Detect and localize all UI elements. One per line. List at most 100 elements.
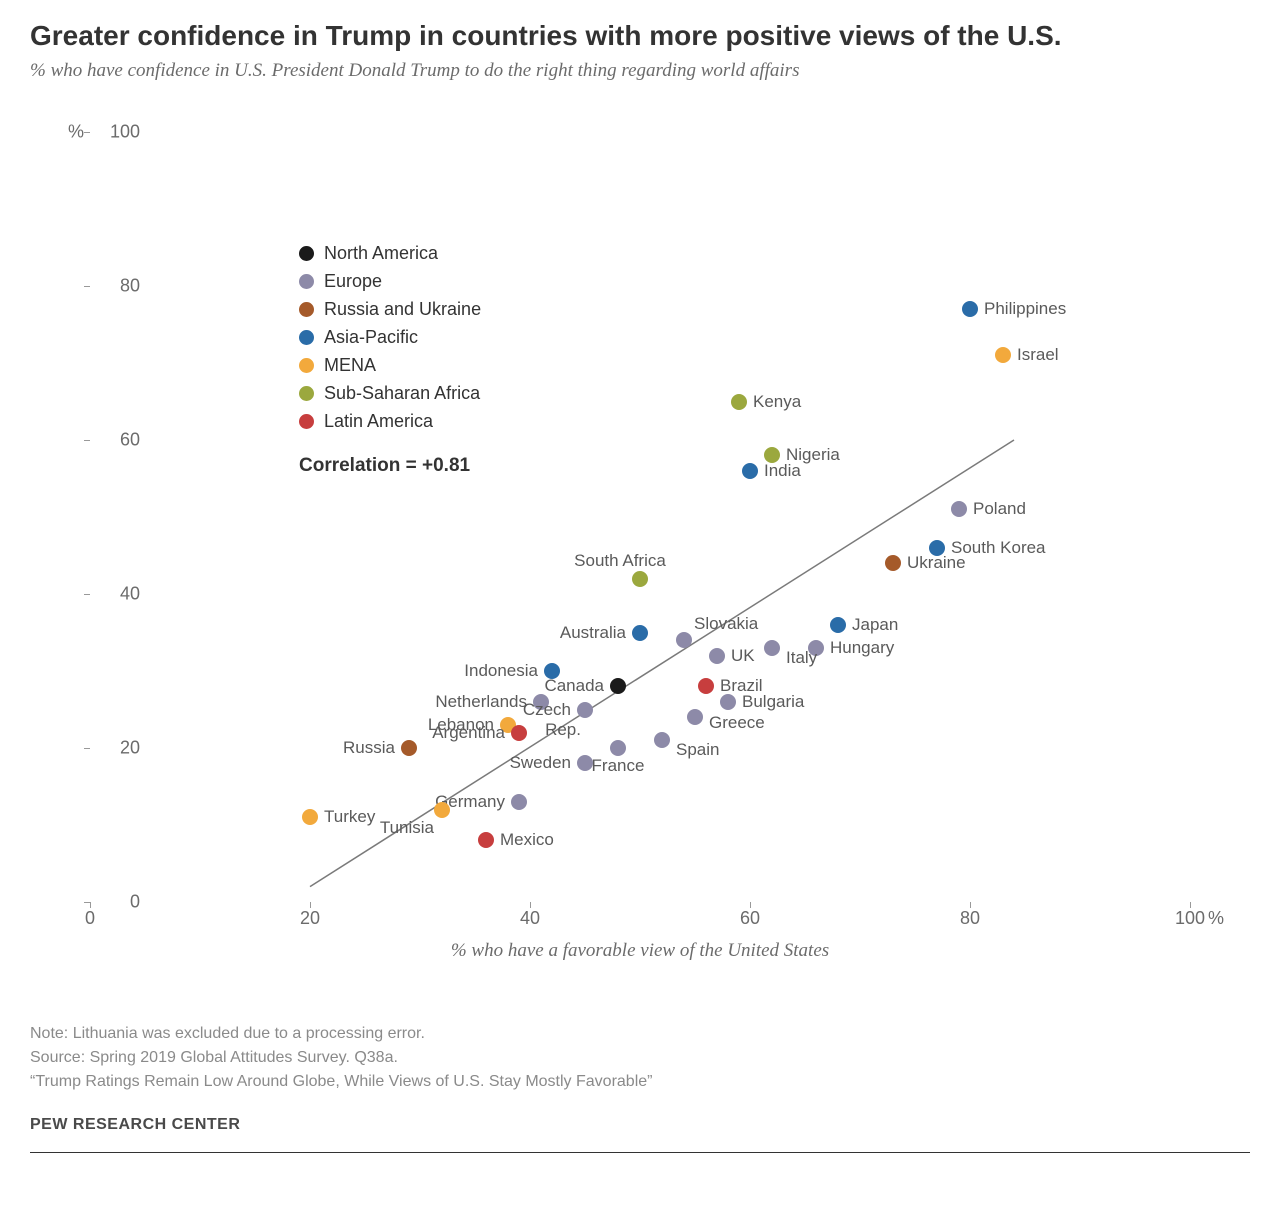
data-point [478, 832, 494, 848]
data-point-label: Poland [973, 499, 1026, 519]
x-tick-label: 100 [1175, 908, 1205, 929]
data-point [995, 347, 1011, 363]
data-point-label: Slovakia [694, 614, 758, 634]
data-point [698, 678, 714, 694]
x-axis-title: % who have a favorable view of the Unite… [90, 940, 1190, 962]
y-tick-label: 0 [130, 892, 140, 913]
data-point [610, 740, 626, 756]
x-tick-label: 20 [300, 908, 320, 929]
data-point [511, 725, 527, 741]
data-point [676, 632, 692, 648]
legend-swatch [299, 358, 314, 373]
x-tick-label: 80 [960, 908, 980, 929]
data-point [511, 794, 527, 810]
legend-swatch [299, 414, 314, 429]
y-tick-label: 60 [120, 430, 140, 451]
data-point [731, 394, 747, 410]
data-point-label: France [592, 756, 645, 776]
data-point [302, 809, 318, 825]
x-tick-label: 60 [740, 908, 760, 929]
data-point-label: Israel [1017, 345, 1059, 365]
attribution: PEW RESEARCH CENTER [30, 1116, 1250, 1153]
correlation-label: Correlation = +0.81 [299, 455, 470, 477]
data-point [687, 709, 703, 725]
legend-item: Latin America [299, 408, 481, 436]
legend-swatch [299, 302, 314, 317]
data-point-label: Indonesia [464, 661, 538, 681]
plot-inner: North America Europe Russia and Ukraine Asi… [90, 132, 1190, 902]
legend-swatch [299, 330, 314, 345]
data-point-label: Rep. [545, 720, 581, 740]
data-point [632, 625, 648, 641]
data-point-label: UK [731, 646, 755, 666]
chart-footer: Note: Lithuania was excluded due to a pr… [30, 1022, 1250, 1094]
legend-item: North America [299, 240, 481, 268]
data-point-label: Sweden [510, 753, 571, 773]
data-point-label: Hungary [830, 638, 894, 658]
data-point [720, 694, 736, 710]
data-point [951, 501, 967, 517]
chart-container: Greater confidence in Trump in countries… [30, 20, 1250, 1153]
data-point [654, 732, 670, 748]
y-tick-label: 20 [120, 738, 140, 759]
data-point-label: Canada [544, 676, 604, 696]
data-point [434, 802, 450, 818]
data-point-label: Japan [852, 615, 898, 635]
data-point [742, 463, 758, 479]
data-point-label: Bulgaria [742, 692, 804, 712]
data-point [709, 648, 725, 664]
data-point-label: Turkey [324, 807, 375, 827]
legend-item: Russia and Ukraine [299, 296, 481, 324]
data-point [401, 740, 417, 756]
data-point [632, 571, 648, 587]
legend-swatch [299, 386, 314, 401]
y-tick-label: 100 [110, 122, 140, 143]
data-point-label: Philippines [984, 299, 1066, 319]
legend-label: Russia and Ukraine [324, 299, 481, 320]
legend-swatch [299, 246, 314, 261]
legend-label: Sub-Saharan Africa [324, 383, 480, 404]
data-point-label: Argentina [432, 723, 505, 743]
data-point-label: Czech [523, 700, 571, 720]
data-point-label: Russia [343, 738, 395, 758]
data-point [764, 640, 780, 656]
y-tick-label: 40 [120, 584, 140, 605]
plot-area: North America Europe Russia and Ukraine Asi… [90, 102, 1250, 932]
legend-item: Asia-Pacific [299, 324, 481, 352]
legend-label: MENA [324, 355, 376, 376]
data-point [610, 678, 626, 694]
data-point-label: Australia [560, 623, 626, 643]
footer-report: “Trump Ratings Remain Low Around Globe, … [30, 1070, 1250, 1094]
data-point-label: Spain [676, 740, 719, 760]
legend-item: Europe [299, 268, 481, 296]
legend-label: Latin America [324, 411, 433, 432]
legend-label: North America [324, 243, 438, 264]
data-point-label: Kenya [753, 392, 801, 412]
data-point [577, 755, 593, 771]
data-point-label: South Africa [574, 551, 666, 571]
legend-item: Sub-Saharan Africa [299, 380, 481, 408]
data-point [830, 617, 846, 633]
legend-label: Europe [324, 271, 382, 292]
chart-subtitle: % who have confidence in U.S. President … [30, 60, 1250, 82]
x-axis-unit: % [1208, 908, 1224, 929]
data-point-label: Tunisia [380, 818, 434, 838]
x-tick-label: 40 [520, 908, 540, 929]
legend: North America Europe Russia and Ukraine Asi… [299, 240, 481, 436]
data-point-label: Netherlands [435, 692, 527, 712]
legend-item: MENA [299, 352, 481, 380]
chart-title: Greater confidence in Trump in countries… [30, 20, 1250, 52]
y-tick-label: 80 [120, 276, 140, 297]
data-point-label: Greece [709, 713, 765, 733]
y-axis-unit: % [68, 122, 84, 143]
footer-note: Note: Lithuania was excluded due to a pr… [30, 1022, 1250, 1046]
data-point [962, 301, 978, 317]
data-point-label: Mexico [500, 830, 554, 850]
data-point [885, 555, 901, 571]
data-point-label: India [764, 461, 801, 481]
legend-label: Asia-Pacific [324, 327, 418, 348]
data-point [577, 702, 593, 718]
data-point-label: Italy [786, 648, 817, 668]
legend-swatch [299, 274, 314, 289]
data-point-label: Ukraine [907, 553, 966, 573]
